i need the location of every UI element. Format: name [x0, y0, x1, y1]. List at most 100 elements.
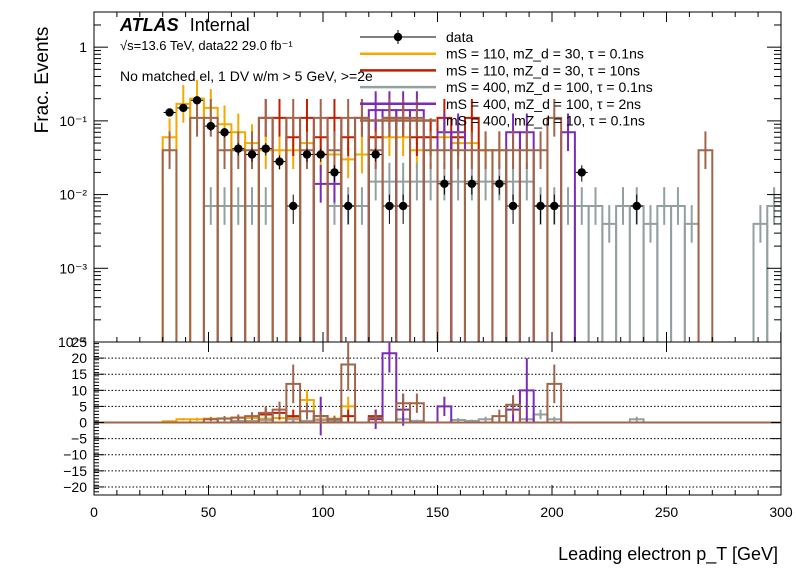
x-axis-title: Leading electron p_T [GeV]	[558, 544, 778, 565]
hist-bin	[257, 149, 274, 342]
hist-bin	[491, 180, 508, 342]
hist-bin	[766, 205, 781, 342]
hist-bin	[230, 149, 247, 342]
x-tick-label: 0	[90, 504, 98, 520]
data-point	[234, 144, 243, 153]
hist-bin	[532, 149, 549, 342]
hist-bin	[367, 180, 384, 342]
data-point	[440, 179, 449, 189]
hist-bin	[161, 149, 178, 342]
data-point	[179, 103, 188, 113]
hist-bin	[202, 205, 219, 342]
ratio-y-tick-label: −10	[63, 447, 87, 463]
x-tick-label: 150	[426, 504, 450, 520]
hist-bin	[216, 149, 233, 342]
legend-label: mS = 110, mZ_d = 30, τ = 0.1ns	[446, 46, 644, 62]
legend-label: mS = 400, mZ_d = 100, τ = 2ns	[446, 96, 641, 112]
data-point	[550, 201, 559, 211]
hist-bin	[354, 153, 370, 342]
hist-bin	[175, 102, 192, 342]
hist-bin	[463, 180, 480, 342]
y-tick-label: 10⁻¹	[59, 113, 87, 129]
data-point	[289, 201, 298, 211]
hist-bin	[299, 142, 315, 342]
hist-bin	[189, 116, 205, 342]
x-tick-label: 200	[540, 504, 564, 520]
x-tick-label: 100	[311, 504, 335, 520]
series-4-hist	[312, 91, 576, 342]
hist-bin	[202, 106, 219, 342]
y-axis-title: Frac. Events	[32, 27, 53, 134]
hist-bin	[422, 180, 439, 342]
atlas-label: ATLAS	[119, 15, 179, 35]
hist-bin	[436, 180, 453, 342]
hist-bin	[477, 180, 494, 342]
hist-bin	[354, 205, 370, 342]
svg-text:ATLAS Internal: ATLAS Internal	[119, 15, 250, 35]
hist-bin	[615, 205, 631, 342]
ratio-y-tick-label: −5	[71, 431, 87, 447]
hist-bin	[285, 149, 302, 342]
hist-bin	[573, 205, 590, 342]
selection-label: No matched el, 1 DV w/m > 5 GeV, >=2e	[120, 68, 373, 84]
hist-bin	[299, 149, 315, 342]
ratio-y-tick-label: −15	[63, 463, 87, 479]
ratio-y-tick-label: 0	[79, 415, 87, 431]
legend-marker-data	[393, 32, 403, 42]
ratio-y-tick-label: 5	[79, 398, 87, 414]
x-tick-label: 50	[201, 504, 217, 520]
hist-bin	[409, 180, 425, 342]
data-point	[165, 108, 174, 117]
data-point	[261, 144, 270, 153]
hist-bin	[532, 205, 549, 342]
data-point	[247, 150, 257, 159]
hist-bin	[271, 149, 288, 342]
hist-bin	[587, 205, 604, 342]
ratio-y-tick-label: 10	[71, 382, 87, 398]
ratio-y-tick-label: 20	[71, 350, 87, 366]
hist-bin	[244, 149, 260, 342]
ratio-y-tick-label: −20	[63, 479, 87, 495]
hist-bin	[244, 142, 260, 342]
data-point	[343, 201, 353, 211]
data-point	[632, 201, 641, 211]
hist-bin	[312, 182, 329, 342]
ratio-y-tick-label: 25	[71, 334, 87, 350]
data-point	[330, 168, 339, 177]
data-point	[385, 201, 394, 211]
data-point	[302, 150, 312, 159]
data-point	[495, 179, 504, 189]
internal-label: Internal	[190, 15, 250, 35]
hist-bin	[628, 205, 645, 342]
data-point	[206, 121, 215, 131]
legend-label: mS = 400, mZ_d = 10, τ = 0.1ns	[446, 113, 645, 129]
energy-lumi-label: √s=13.6 TeV, data22 29.0 fb⁻¹	[120, 38, 293, 53]
data-point	[316, 150, 325, 159]
hist-bin	[670, 205, 686, 342]
hist-bin	[697, 149, 714, 342]
legend-label: data	[446, 29, 473, 45]
hist-bin	[656, 205, 673, 342]
hist-bin	[560, 131, 576, 342]
hist-bin	[340, 158, 357, 342]
data-point	[371, 150, 380, 159]
data-point	[467, 179, 477, 189]
legend-label: mS = 400, mZ_d = 100, τ = 0.1ns	[446, 79, 653, 95]
data-point	[192, 96, 202, 105]
hist-bin	[326, 205, 343, 342]
ratio-y-tick-label: 15	[71, 366, 87, 382]
hist-bin	[546, 205, 563, 342]
hist-bin	[560, 205, 576, 342]
y-tick-label: 10⁻²	[59, 187, 87, 203]
hist-bin	[450, 180, 466, 342]
y-tick-label: 10⁻³	[59, 260, 87, 276]
hist-bin	[546, 116, 563, 342]
data-point	[536, 201, 545, 211]
hist-bin	[244, 205, 260, 342]
hist-bin	[202, 116, 219, 342]
data-point	[577, 168, 586, 177]
x-tick-label: 250	[655, 504, 679, 520]
hist-bin	[518, 180, 535, 342]
